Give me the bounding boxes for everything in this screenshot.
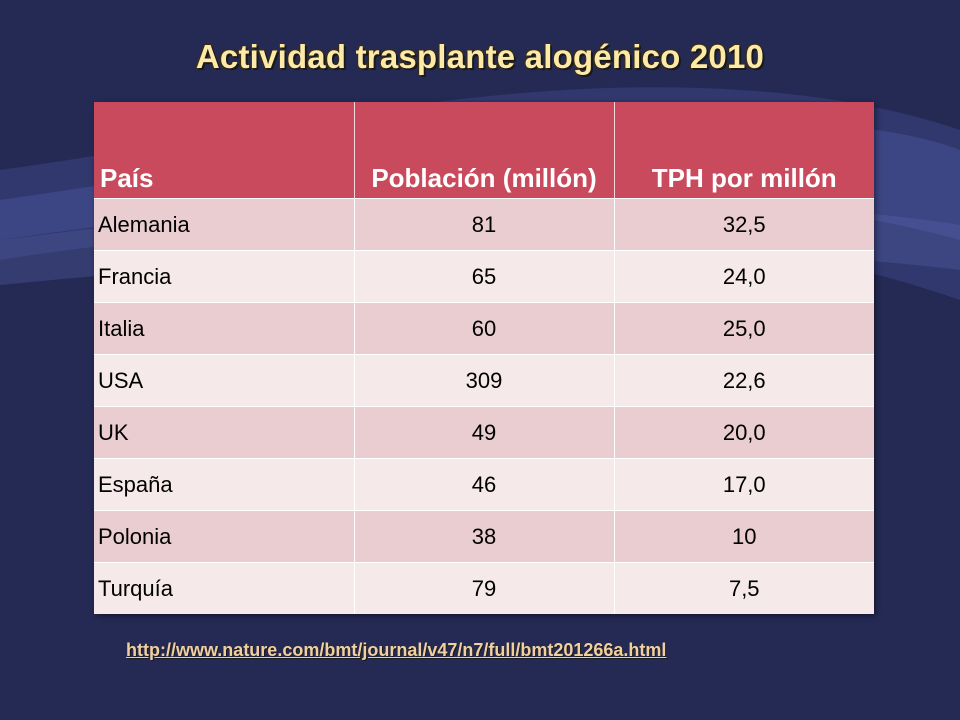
cell-poblacion: 60 (354, 302, 615, 355)
source-link[interactable]: http://www.nature.com/bmt/journal/v47/n7… (126, 640, 667, 660)
cell-tph: 32,5 (614, 198, 874, 251)
table-row: USA 309 22,6 (94, 354, 874, 407)
cell-poblacion: 65 (354, 250, 615, 303)
cell-tph: 17,0 (614, 458, 874, 511)
header-poblacion: Población (millón) (354, 102, 615, 199)
cell-poblacion: 79 (354, 562, 615, 614)
cell-poblacion: 309 (354, 354, 615, 407)
table-row: Italia 60 25,0 (94, 302, 874, 355)
slide-title: Actividad trasplante alogénico 2010 (195, 38, 765, 75)
table-header-row: País Población (millón) TPH por millón (94, 102, 874, 199)
header-tph: TPH por millón (614, 102, 874, 199)
table-row: Polonia 38 10 (94, 510, 874, 563)
cell-pais: Alemania (94, 198, 355, 251)
cell-tph: 25,0 (614, 302, 874, 355)
header-pais: País (94, 102, 355, 199)
table-row: UK 49 20,0 (94, 406, 874, 459)
cell-pais: Turquía (94, 562, 355, 614)
cell-pais: UK (94, 406, 355, 459)
cell-tph: 24,0 (614, 250, 874, 303)
cell-poblacion: 49 (354, 406, 615, 459)
cell-tph: 20,0 (614, 406, 874, 459)
table-row: España 46 17,0 (94, 458, 874, 511)
cell-poblacion: 81 (354, 198, 615, 251)
transplant-table: País Población (millón) TPH por millón A… (94, 102, 874, 614)
table-row: Alemania 81 32,5 (94, 198, 874, 251)
cell-pais: España (94, 458, 355, 511)
table-row: Turquía 79 7,5 (94, 562, 874, 614)
cell-tph: 22,6 (614, 354, 874, 407)
cell-poblacion: 38 (354, 510, 615, 563)
cell-pais: USA (94, 354, 355, 407)
cell-pais: Francia (94, 250, 355, 303)
cell-tph: 10 (614, 510, 874, 563)
table-row: Francia 65 24,0 (94, 250, 874, 303)
cell-poblacion: 46 (354, 458, 615, 511)
cell-pais: Italia (94, 302, 355, 355)
cell-pais: Polonia (94, 510, 355, 563)
cell-tph: 7,5 (614, 562, 874, 614)
